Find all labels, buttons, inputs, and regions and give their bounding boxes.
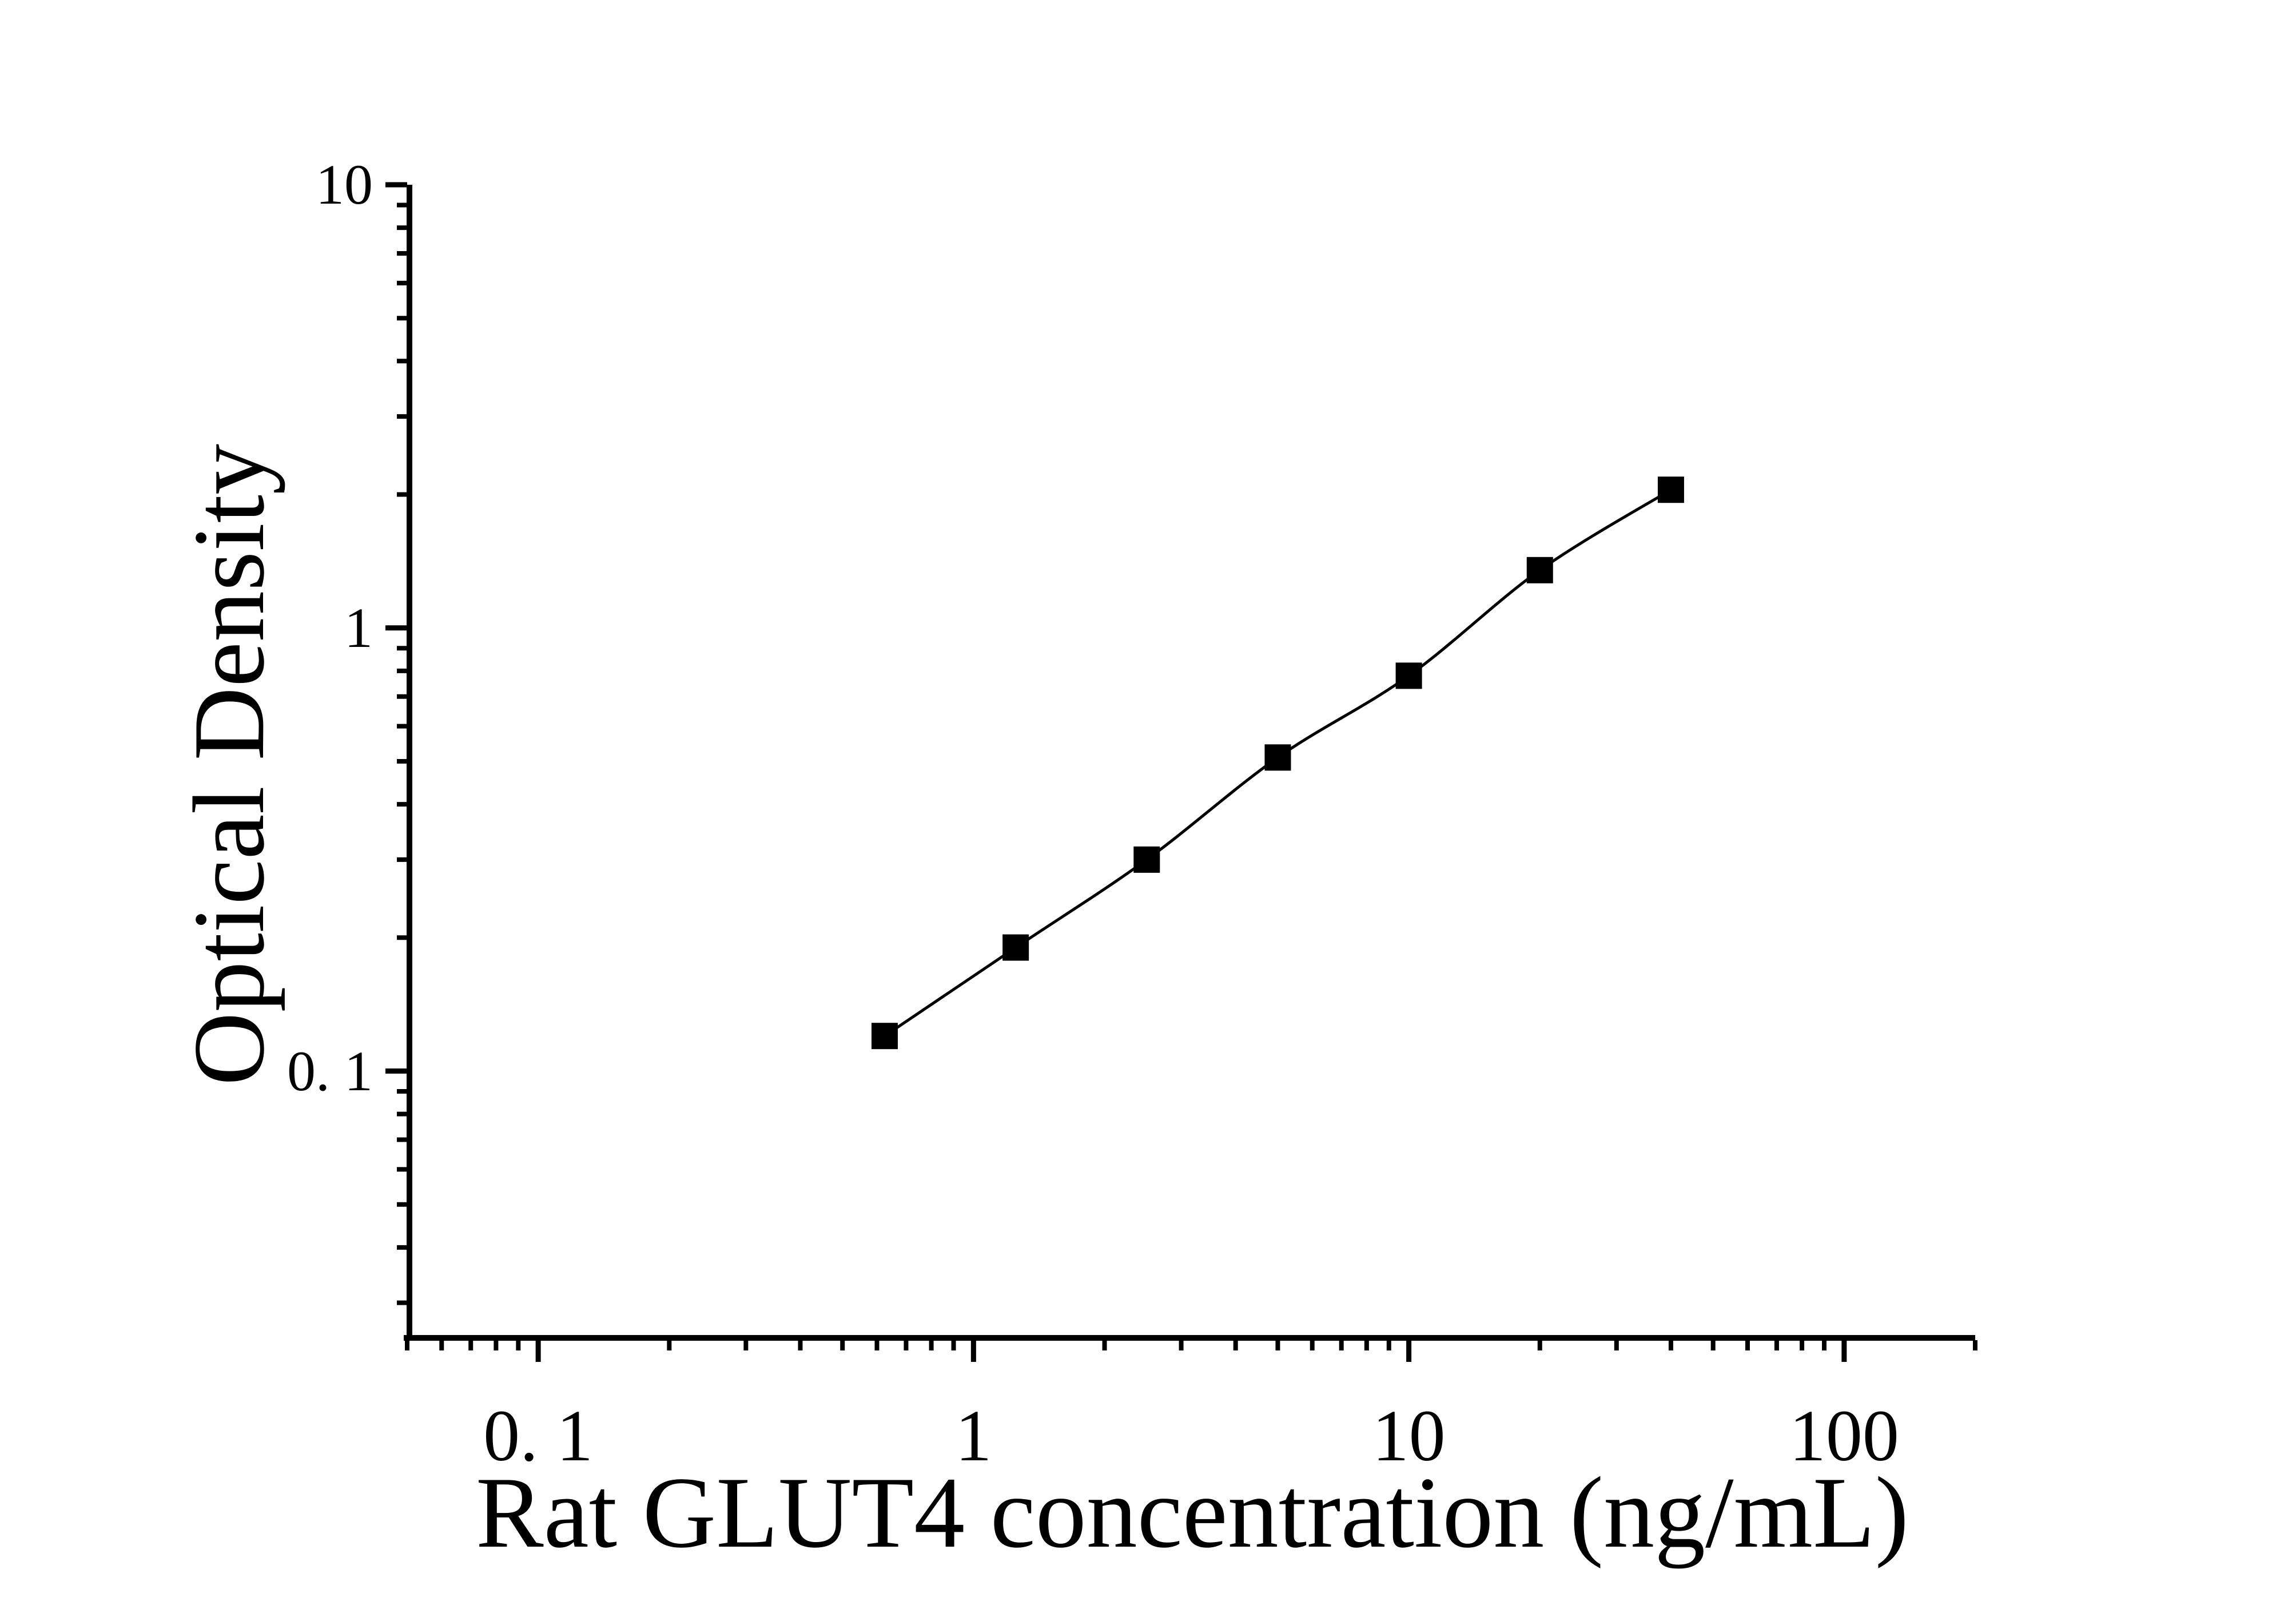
x-tick-label: 100: [1789, 1395, 1899, 1476]
data-point-marker: [1395, 662, 1422, 689]
y-tick-label: 10: [316, 153, 373, 216]
y-tick-label: 1: [344, 595, 373, 660]
data-point-marker: [1657, 476, 1684, 503]
data-point-marker: [1526, 557, 1553, 583]
data-point-marker: [1133, 846, 1160, 873]
x-axis-title: Rat GLUT4 concentration (ng/mL): [475, 1456, 1909, 1569]
x-tick-label: 1: [955, 1395, 992, 1476]
x-tick-label: 10: [1372, 1395, 1446, 1476]
y-axis-title: Optical Density: [172, 443, 285, 1086]
x-tick-label: 0. 1: [483, 1395, 594, 1476]
data-point-marker: [1264, 744, 1291, 771]
y-tick-label: 0. 1: [287, 1039, 373, 1103]
data-point-marker: [872, 1023, 898, 1050]
data-point-marker: [1002, 934, 1029, 961]
